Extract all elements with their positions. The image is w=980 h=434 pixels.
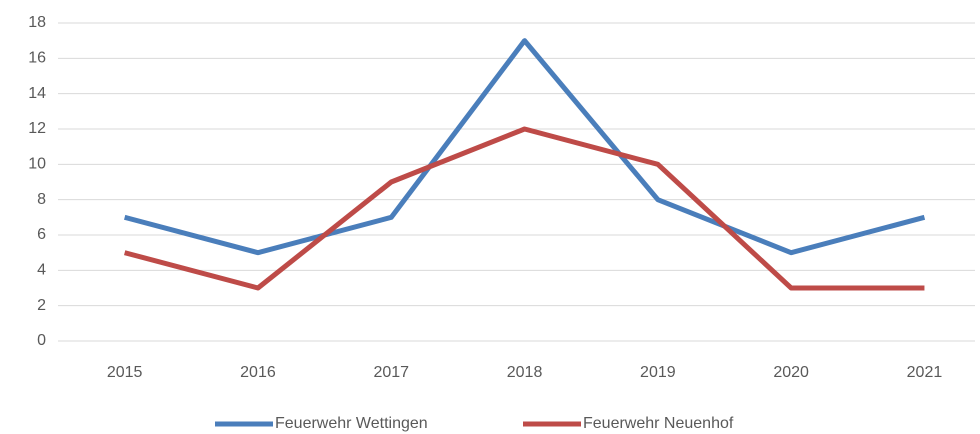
y-tick-label: 18: [28, 14, 46, 31]
x-tick-label: 2018: [507, 364, 543, 381]
series-line: [124, 38, 926, 256]
legend-label: Feuerwehr Wettingen: [275, 415, 428, 432]
x-tick-label: 2015: [107, 364, 143, 381]
y-tick-label: 14: [28, 85, 46, 102]
x-tick-label: 2016: [240, 364, 276, 381]
y-tick-label: 16: [28, 50, 46, 67]
x-tick-label: 2020: [773, 364, 809, 381]
y-tick-label: 8: [37, 191, 46, 208]
y-tick-label: 10: [28, 156, 46, 173]
y-tick-label: 6: [37, 226, 46, 243]
x-tick-label: 2017: [373, 364, 409, 381]
x-tick-label: 2019: [640, 364, 676, 381]
y-tick-label: 12: [28, 120, 46, 137]
series-line: [124, 126, 925, 291]
y-tick-label: 0: [37, 332, 46, 349]
legend-label: Feuerwehr Neuenhof: [583, 415, 734, 432]
x-tick-label: 2021: [907, 364, 943, 381]
y-tick-label: 4: [37, 262, 46, 279]
y-tick-label: 2: [37, 297, 46, 314]
